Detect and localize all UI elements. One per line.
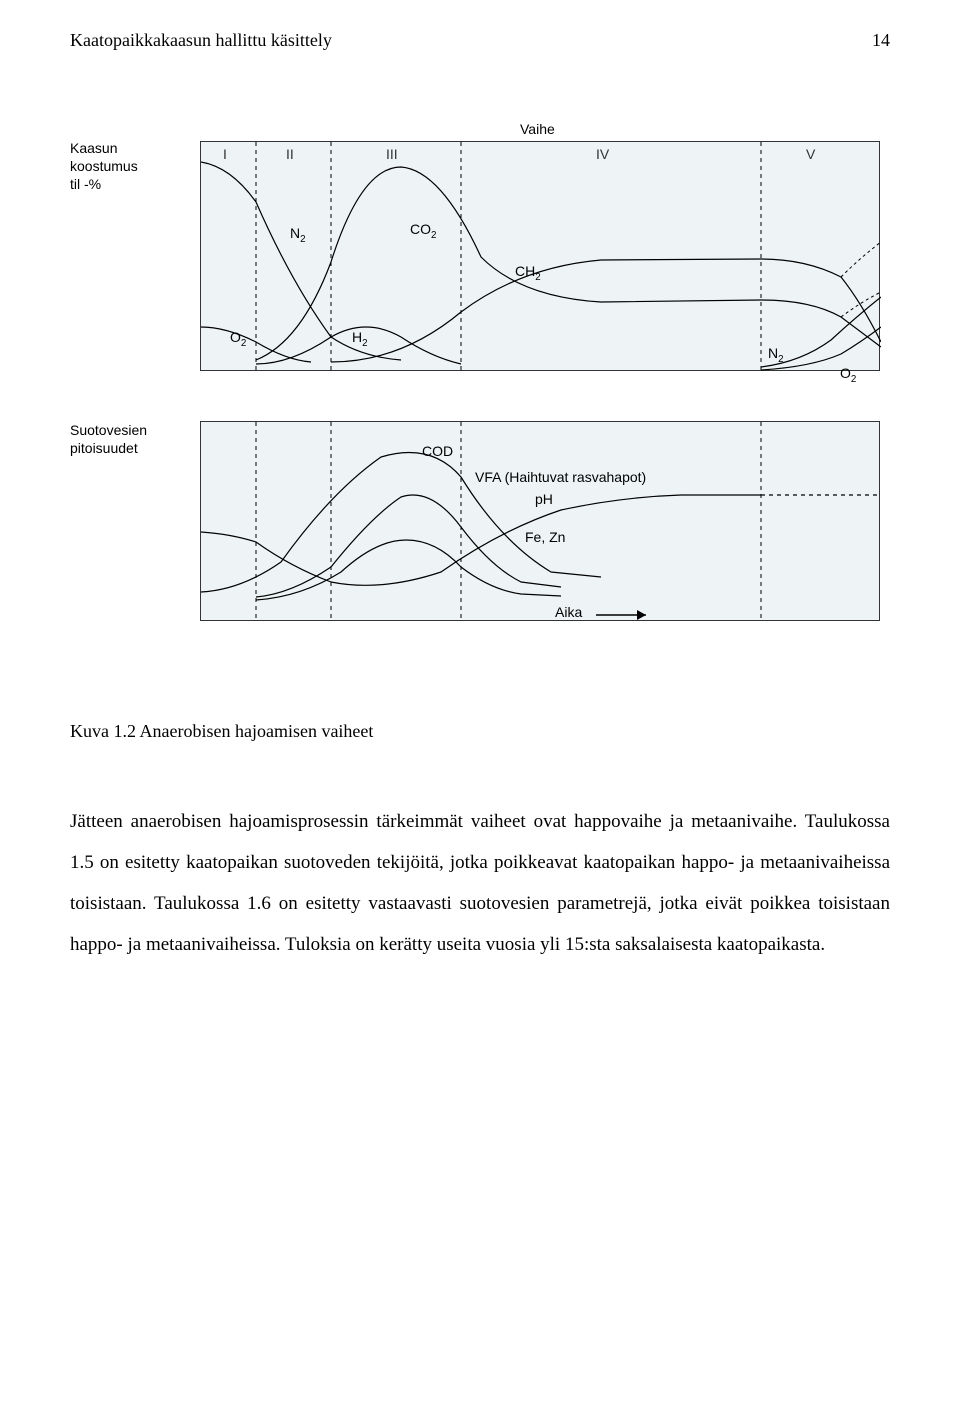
label-ch2: CH2 <box>515 263 541 283</box>
phase-title: Vaihe <box>520 121 555 137</box>
phase-i: I <box>223 146 227 162</box>
bottom-chart-panel <box>200 421 880 621</box>
top-ylabel: Kaasun koostumus til -% <box>70 139 138 194</box>
label-co2: CO2 <box>410 221 436 241</box>
label-o2-late: O2 <box>840 365 856 385</box>
label-n2: N2 <box>290 225 306 245</box>
label-n2-late: N2 <box>768 345 784 365</box>
top-chart-panel: 100 80 60 40 20 0 I II III IV V <box>200 141 880 371</box>
time-label: Aika <box>555 604 582 620</box>
body-paragraph: Jätteen anaerobisen hajoamisprosessin tä… <box>70 802 890 965</box>
label-fezn: Fe, Zn <box>525 529 565 545</box>
label-ph: pH <box>535 491 553 507</box>
label-cod: COD <box>422 443 453 459</box>
phase-ii: II <box>286 146 294 162</box>
label-h2: H2 <box>352 329 368 349</box>
header-right: 14 <box>872 30 890 51</box>
page-header: Kaatopaikkakaasun hallittu käsittely 14 <box>70 30 890 51</box>
phase-iii: III <box>386 146 398 162</box>
top-chart-svg: 100 80 60 40 20 0 <box>201 142 881 372</box>
header-left: Kaatopaikkakaasun hallittu käsittely <box>70 30 332 51</box>
phase-iv: IV <box>596 146 609 162</box>
figure-caption: Kuva 1.2 Anaerobisen hajoamisen vaiheet <box>70 721 890 742</box>
phase-v: V <box>806 146 815 162</box>
bottom-ylabel: Suotovesien pitoisuudet <box>70 421 147 457</box>
bottom-chart-svg <box>201 422 881 622</box>
label-vfa: VFA (Haihtuvat rasvahapot) <box>475 469 646 485</box>
label-o2: O2 <box>230 329 246 349</box>
figure-area: Kaasun koostumus til -% Vaihe 100 80 60 … <box>70 121 890 661</box>
